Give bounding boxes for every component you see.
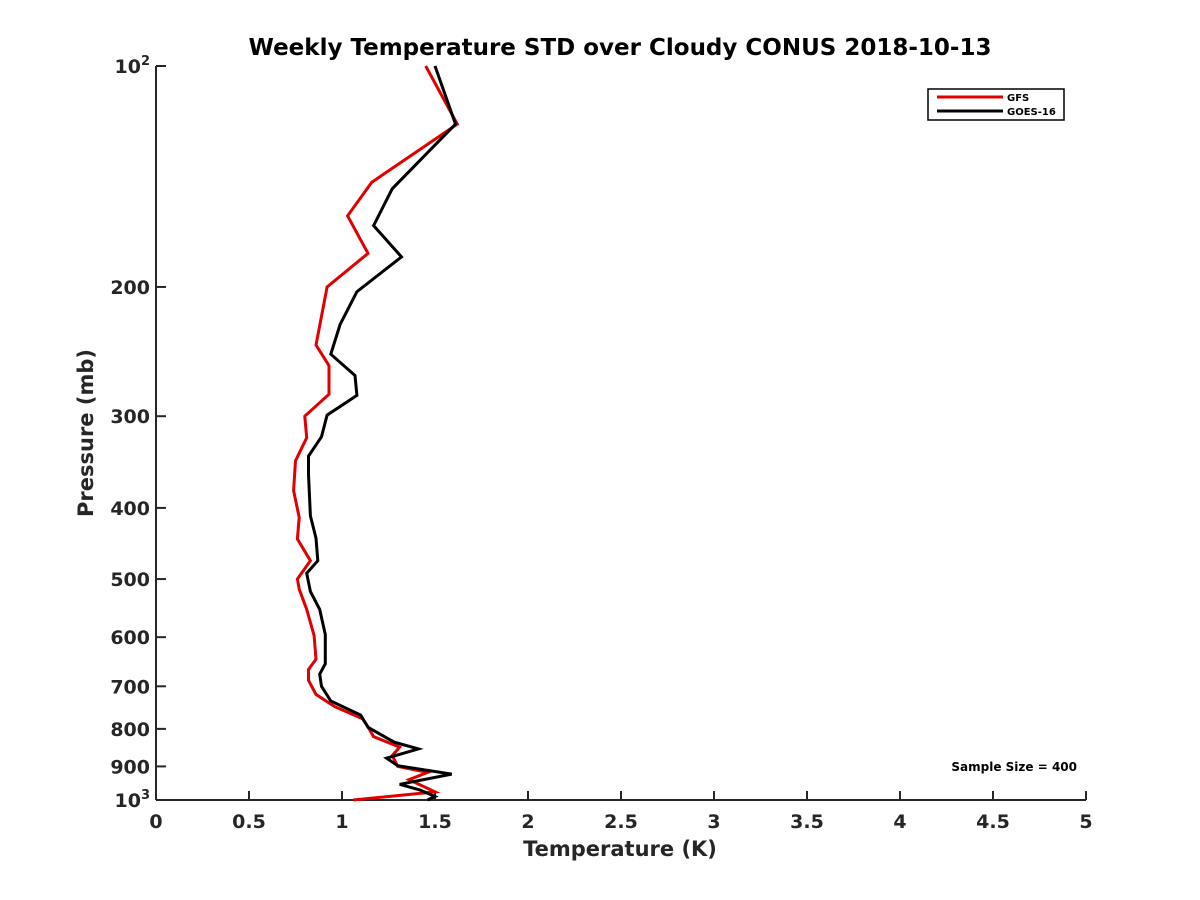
sample-size-annotation: Sample Size = 400 — [951, 760, 1077, 774]
x-tick-label: 1.5 — [418, 811, 452, 833]
y-tick-label: 800 — [110, 719, 150, 741]
legend: GFS GOES-16 — [927, 88, 1065, 121]
y-tick-label: 103 — [115, 788, 151, 812]
x-tick-label: 5 — [1079, 811, 1092, 833]
y-tick-label: 102 — [115, 54, 151, 78]
axes: 0 0.5 1 1.5 2 2.5 3 3.5 4 4.5 5 102 200 300 400 500 600 7… — [110, 54, 1092, 833]
y-tick-label: 600 — [110, 627, 150, 649]
y-tick-label: 200 — [110, 277, 150, 299]
x-tick-label: 3.5 — [790, 811, 824, 833]
y-tick-label: 500 — [110, 569, 150, 591]
x-tick-label: 2 — [521, 811, 534, 833]
y-tick-label: 900 — [110, 756, 150, 778]
x-tick-label: 4.5 — [976, 811, 1010, 833]
chart-title: Weekly Temperature STD over Cloudy CONUS… — [249, 35, 992, 61]
legend-label-goes16: GOES-16 — [1007, 107, 1056, 118]
y-tick-label: 300 — [110, 406, 150, 428]
x-tick-label: 3 — [707, 811, 720, 833]
x-axis-label: Temperature (K) — [523, 837, 717, 861]
series-line-gfs — [292, 65, 460, 802]
y-tick-label: 400 — [110, 498, 150, 520]
x-tick-label: 4 — [893, 811, 906, 833]
x-tick-label: 2.5 — [604, 811, 638, 833]
y-axis-label: Pressure (mb) — [74, 349, 98, 517]
legend-box — [927, 88, 1065, 121]
x-tick-label: 1 — [335, 811, 348, 833]
series-line-goes16 — [305, 65, 458, 802]
x-tick-label: 0 — [149, 811, 162, 833]
x-tick-label: 0.5 — [232, 811, 266, 833]
y-tick-label: 700 — [110, 676, 150, 698]
legend-label-gfs: GFS — [1007, 93, 1029, 104]
plot-area-series — [292, 65, 460, 802]
